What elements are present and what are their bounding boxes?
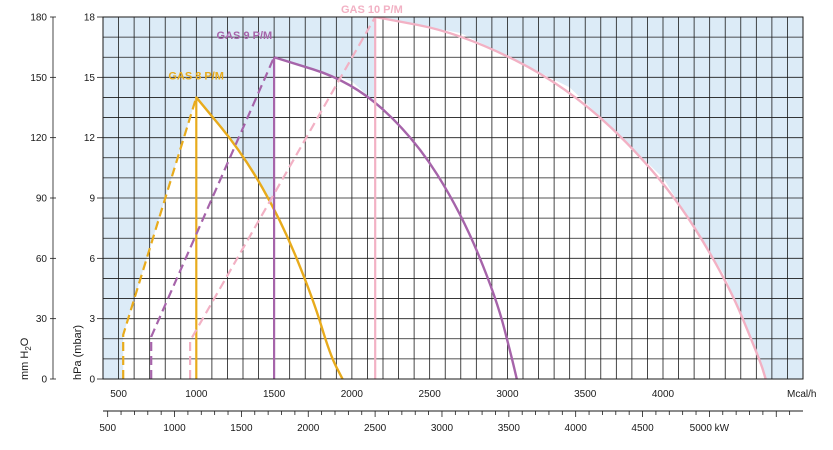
- y-tick-label-mm: 180: [30, 13, 47, 24]
- y-tick-label-hpa: 18: [84, 13, 96, 24]
- x-tick-label-kw: 500: [99, 423, 116, 434]
- series-label-2: GAS 9 P/M: [217, 30, 273, 42]
- y-tick-label-mm: 90: [36, 194, 48, 205]
- y-tick-label-hpa: 15: [84, 73, 96, 84]
- y-tick-label-hpa: 9: [89, 194, 95, 205]
- y-axis-title-hpa: hPa (mbar): [72, 325, 84, 380]
- y-tick-label-mm: 0: [41, 375, 47, 386]
- x-tick-label-kw: 3000: [431, 423, 454, 434]
- x-tick-label-mcal: 4000: [652, 389, 675, 400]
- y-tick-label-hpa: 12: [84, 133, 96, 144]
- y-axis-title-mm: mm H2O: [19, 337, 33, 380]
- y-tick-label-mm: 30: [36, 314, 48, 325]
- y-tick-label-hpa: 0: [89, 375, 95, 386]
- y-tick-label-hpa: 3: [89, 314, 95, 325]
- x-tick-label-mcal: 500: [110, 389, 127, 400]
- x-tick-label-kw: 2000: [297, 423, 320, 434]
- y-tick-label-mm: 120: [30, 133, 47, 144]
- y-tick-label-mm: 60: [36, 254, 48, 265]
- y-tick-label-mm: 150: [30, 73, 47, 84]
- series-1-dashed-line: [122, 97, 198, 379]
- x-tick-label-mcal: 2000: [341, 389, 364, 400]
- series-2-envelope-curve: [272, 56, 518, 379]
- x-tick-label-mcal: 1000: [185, 389, 208, 400]
- x-tick-label-kw: 2500: [364, 423, 387, 434]
- series-2-dashed-line: [150, 56, 276, 379]
- y-tick-label-hpa: 6: [89, 254, 95, 265]
- series-label-3: GAS 10 P/M: [341, 4, 403, 16]
- series-3-envelope-curve: [374, 17, 767, 379]
- x-tick-label-mcal: 2500: [419, 389, 442, 400]
- x-tick-label-mcal: 3000: [496, 389, 519, 400]
- x-tick-label-kw: 1000: [163, 423, 186, 434]
- x-tick-label-kw: 3500: [498, 423, 521, 434]
- x-axis-unit-mcal: Mcal/h: [787, 389, 816, 400]
- x-tick-label-mcal: 3500: [574, 389, 597, 400]
- x-tick-label-mcal: 1500: [263, 389, 286, 400]
- series-1-envelope-curve: [195, 96, 344, 379]
- series-3-dashed-line: [189, 17, 377, 379]
- x-tick-label-kw: 1500: [230, 423, 253, 434]
- x-tick-label-kw: 5000 kW: [690, 423, 730, 434]
- series-label-1: GAS 8 P/M: [168, 70, 224, 82]
- x-tick-label-kw: 4500: [631, 423, 654, 434]
- x-tick-label-kw: 4000: [565, 423, 588, 434]
